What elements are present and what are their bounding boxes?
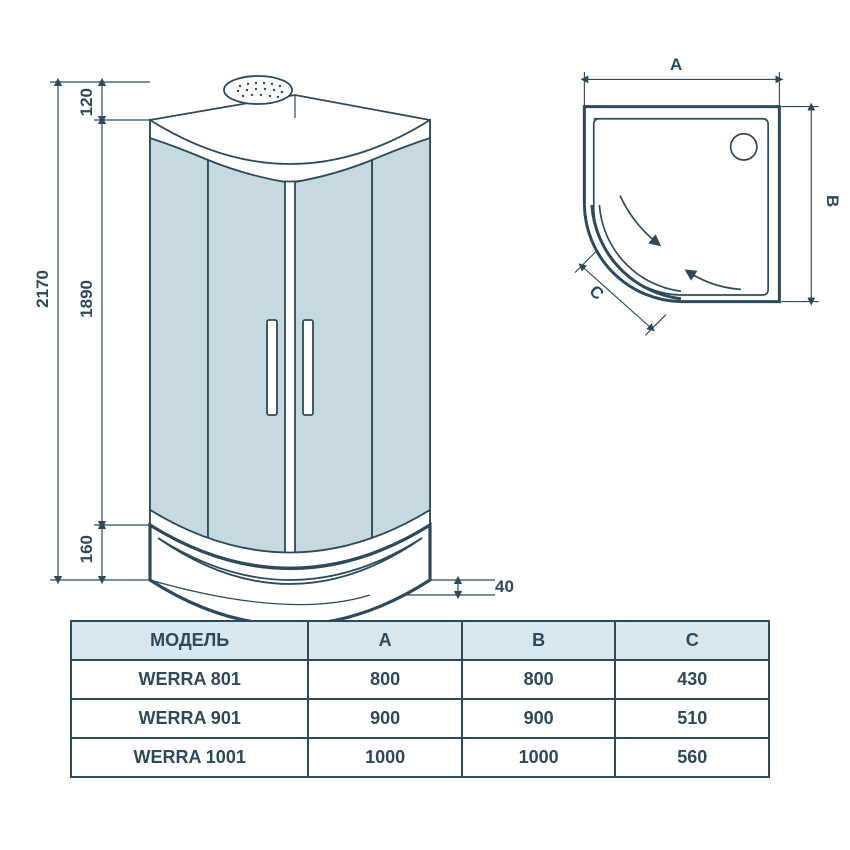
- cell-model: WERRA 901: [71, 699, 308, 738]
- cell-B: 800: [462, 660, 616, 699]
- table-row: WERRA 100110001000560: [71, 738, 769, 777]
- cell-C: 560: [615, 738, 769, 777]
- table-row: WERRA 801800800430: [71, 660, 769, 699]
- dim-40: 40: [495, 577, 514, 597]
- plan-drawing: [530, 55, 830, 355]
- cell-B: 1000: [462, 738, 616, 777]
- cell-model: WERRA 801: [71, 660, 308, 699]
- cell-B: 900: [462, 699, 616, 738]
- cell-model: WERRA 1001: [71, 738, 308, 777]
- plan-label-B: B: [822, 195, 842, 207]
- cell-A: 900: [308, 699, 462, 738]
- col-C: C: [615, 621, 769, 660]
- dim-1890: 1890: [77, 280, 97, 318]
- cell-A: 800: [308, 660, 462, 699]
- table-header-row: МОДЕЛЬ A B C: [71, 621, 769, 660]
- table-row: WERRA 901900900510: [71, 699, 769, 738]
- cell-C: 510: [615, 699, 769, 738]
- cell-A: 1000: [308, 738, 462, 777]
- dim-120: 120: [77, 88, 97, 116]
- plan-label-A: A: [670, 55, 682, 75]
- dim-160: 160: [77, 535, 97, 563]
- col-model: МОДЕЛЬ: [71, 621, 308, 660]
- elevation-drawing: [30, 30, 550, 630]
- col-A: A: [308, 621, 462, 660]
- dim-2170: 2170: [33, 270, 53, 308]
- spec-table: МОДЕЛЬ A B C WERRA 801800800430WERRA 901…: [70, 620, 770, 778]
- cell-C: 430: [615, 660, 769, 699]
- col-B: B: [462, 621, 616, 660]
